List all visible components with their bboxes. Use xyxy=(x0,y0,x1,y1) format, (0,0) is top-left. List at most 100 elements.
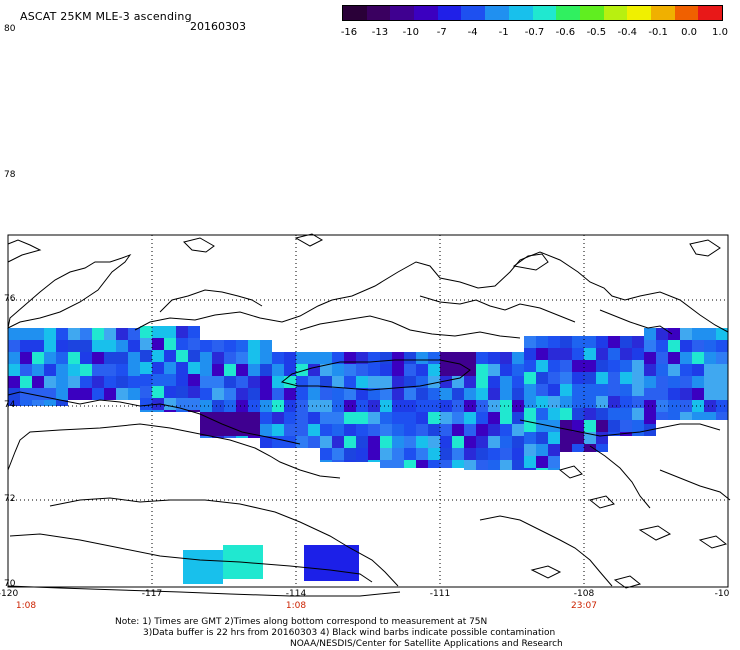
swath-cell xyxy=(416,448,428,460)
colorbar-segment xyxy=(414,6,438,20)
swath-cell xyxy=(560,396,572,408)
swath-cell xyxy=(608,432,620,436)
swath-cell xyxy=(464,436,476,448)
swath-cell xyxy=(68,388,80,400)
swath-cell xyxy=(68,364,80,376)
swath-cell xyxy=(308,364,320,376)
swath-cell xyxy=(92,388,104,400)
swath-cell xyxy=(620,336,632,348)
swath-cell xyxy=(176,386,188,398)
swath-cell xyxy=(176,410,188,412)
swath-cell xyxy=(116,352,128,364)
swath-cell xyxy=(560,372,572,384)
swath-cell xyxy=(164,350,176,362)
swath-cell xyxy=(236,436,248,438)
swath-cell xyxy=(380,400,392,412)
swath-cell xyxy=(656,388,668,400)
swath-cell xyxy=(392,412,404,424)
swath-cell xyxy=(212,436,224,438)
swath-cell xyxy=(488,424,500,436)
swath-cell xyxy=(152,338,164,350)
swath-cell xyxy=(452,412,464,424)
swath-cell xyxy=(416,400,428,412)
swath-cell xyxy=(608,408,620,420)
swath-cell xyxy=(488,364,500,376)
swath-cell xyxy=(368,388,380,400)
swath-cell xyxy=(476,400,488,412)
colorbar-segment xyxy=(698,6,722,20)
swath-cell xyxy=(116,340,128,352)
swath-cell xyxy=(416,436,428,448)
swath-cell xyxy=(596,444,608,452)
colorbar-segment xyxy=(485,6,509,20)
swath-cell xyxy=(152,374,164,386)
swath-cell xyxy=(452,352,464,364)
swath-cell xyxy=(380,388,392,400)
swath-cell xyxy=(104,352,116,364)
swath-cell xyxy=(200,340,212,352)
swath-cell xyxy=(680,388,692,400)
swath-cell xyxy=(596,420,608,432)
swath-cell xyxy=(548,360,560,372)
swath-cell xyxy=(92,328,104,340)
swath-cell xyxy=(548,444,560,456)
swath-cell xyxy=(332,400,344,412)
swath-cell xyxy=(272,388,284,400)
swath-cell xyxy=(644,364,656,376)
swath-cell xyxy=(260,388,272,400)
swath-cell xyxy=(368,436,380,448)
colorbar-tick-label: -0.5 xyxy=(586,27,607,38)
swath-cell xyxy=(44,376,56,388)
swath-cell xyxy=(332,364,344,376)
latitude-label: 80 xyxy=(4,24,16,34)
swath-cell xyxy=(92,352,104,364)
swath-cell xyxy=(680,376,692,388)
swath-cell xyxy=(524,360,536,372)
swath-cell xyxy=(56,364,68,376)
swath-cell xyxy=(260,340,272,352)
swath-cell xyxy=(212,388,224,400)
swath-cell xyxy=(296,388,308,400)
swath-cell xyxy=(260,412,272,424)
swath-cell xyxy=(380,424,392,436)
swath-cell xyxy=(488,400,500,412)
swath-cell xyxy=(548,336,560,348)
swath-cell xyxy=(680,352,692,364)
swath-cell xyxy=(560,384,572,396)
swath-cell xyxy=(8,376,20,388)
swath-cell xyxy=(656,400,668,412)
swath-cell xyxy=(212,376,224,388)
swath-cell xyxy=(236,412,248,424)
swath-cell xyxy=(188,362,200,374)
swath-cell xyxy=(104,364,116,376)
swath-cell xyxy=(236,340,248,352)
swath-cell xyxy=(140,338,152,350)
swath-cell xyxy=(488,412,500,424)
swath-cell xyxy=(248,424,260,436)
swath-cell xyxy=(428,460,440,468)
swath-cell xyxy=(92,376,104,388)
swath-cell xyxy=(656,328,668,340)
swath-cell xyxy=(548,372,560,384)
swath-cell xyxy=(236,376,248,388)
swath-cell xyxy=(584,396,596,408)
swath-cell xyxy=(584,360,596,372)
swath-cell xyxy=(632,348,644,360)
swath-cell xyxy=(20,328,32,340)
swath-cell xyxy=(320,400,332,412)
swath-cell xyxy=(488,448,500,460)
swath-cell xyxy=(320,424,332,436)
swath-cell xyxy=(320,388,332,400)
swath-cell xyxy=(392,448,404,460)
swath-cell xyxy=(548,468,560,470)
swath-cell xyxy=(296,364,308,376)
swath-cell xyxy=(536,456,548,468)
swath-cell xyxy=(92,340,104,352)
colorbar-tick-label: -13 xyxy=(371,27,389,38)
swath-cell xyxy=(404,424,416,436)
swath-cell xyxy=(476,388,488,400)
swath-cell xyxy=(596,360,608,372)
swath-cell xyxy=(704,376,716,388)
swath-cell xyxy=(260,400,272,412)
swath-cell xyxy=(644,352,656,364)
